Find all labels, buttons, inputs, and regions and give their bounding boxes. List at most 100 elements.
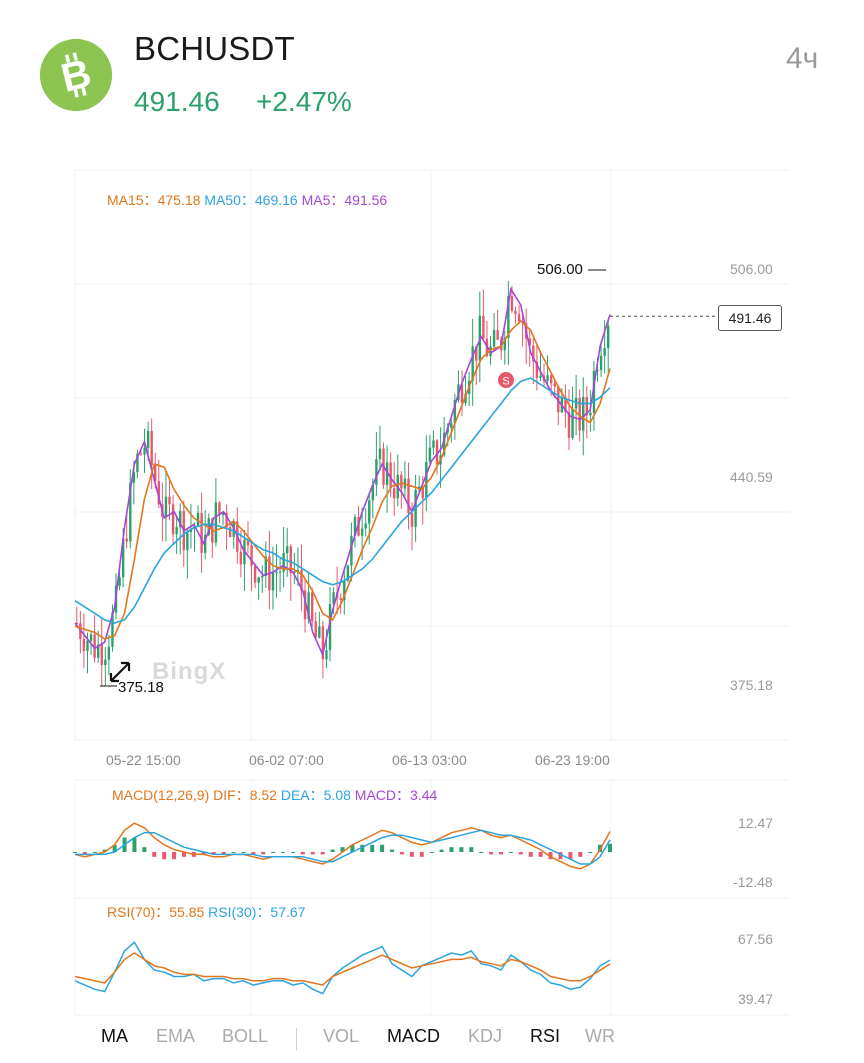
macd-bar-35 [419,851,424,857]
candle-body-59 [286,546,289,554]
macd-bar-26 [330,849,335,852]
candle-body-3 [86,640,89,651]
last-price-tag: 491.46 [718,305,782,331]
candle-body-22 [154,465,157,482]
rsi-axis-bottom: 39.47 [738,991,774,1007]
macd-bar-19 [261,851,266,855]
candle-body-76 [346,565,350,581]
macd-bar-2 [92,851,97,853]
rsi70-label: RSI(70)： [107,904,170,920]
macd-bar-17 [241,851,246,853]
tab-ema[interactable]: EMA [156,1026,196,1046]
candle-body-16 [132,472,136,483]
candle-body-82 [368,500,371,524]
ma50-label: MA50： [204,192,255,208]
macd-bar-4 [112,844,117,852]
candle-body-61 [293,571,296,574]
macd-bar-54 [608,843,612,852]
candle-body-105 [450,423,453,428]
candle-body-49 [250,545,253,566]
tab-rsi[interactable]: RSI [530,1026,561,1046]
candle-body-67 [314,621,317,638]
candle-body-8 [104,659,107,666]
macd-bar-45 [518,851,523,855]
candle-body-46 [239,551,243,565]
tab-divider [296,1028,297,1050]
candle-body-81 [364,523,367,529]
candle-body-9 [107,646,111,660]
candle-body-93 [407,478,410,514]
indicator-tabs: MA EMA BOLL VOL MACD KDJ RSI WR [0,1026,864,1056]
candle-body-43 [228,527,232,538]
tab-boll[interactable]: BOLL [222,1026,269,1046]
candle-body-91 [400,474,403,489]
sell-marker-label: S [502,376,509,388]
macd-bar-46 [528,851,533,857]
dea-value: 5.08 [323,787,351,803]
macd-bar-14 [211,851,216,855]
rsi-line-rsi70 [74,952,611,986]
candle-body-20 [146,430,150,449]
candle-body-39 [214,502,218,543]
macd-bar-33 [399,851,404,855]
fullscreen-icon[interactable] [108,660,132,684]
candle-body-40 [218,502,221,516]
candle-body-51 [257,577,260,583]
candle-body-138 [567,411,571,438]
candle-body-42 [225,513,228,528]
dif-value: 8.52 [249,787,277,803]
candle-body-99 [428,447,432,462]
price-axis-top: 506.00 [730,261,773,277]
time-tick-1: 06-02 07:00 [249,752,324,768]
candle-body-123 [514,310,517,315]
candle-body-10 [111,612,114,647]
candle-body-127 [528,338,531,346]
macd-bar-39 [459,847,464,852]
candle-body-23 [157,481,161,505]
macd-bar-1 [82,851,87,855]
candle-body-19 [143,448,146,455]
macd-legend: MACD(12,26,9) DIF：8.52 DEA：5.08 MACD：3.4… [112,785,437,805]
tab-vol[interactable]: VOL [323,1026,360,1046]
candle-body-122 [510,296,514,311]
candle-body-112 [475,346,478,361]
macd-bar-40 [469,847,474,852]
candle-body-63 [300,569,303,591]
macd-bar-8 [152,851,157,857]
candle-body-5 [93,634,96,658]
macd-bar-49 [558,851,563,860]
candle-body-106 [453,399,457,424]
candle-body-7 [100,644,103,666]
candle-body-149 [607,325,610,349]
time-tick-2: 06-13 03:00 [392,752,467,768]
candle-body-0 [75,622,78,624]
macd-bar-36 [429,851,434,853]
rsi-line-rsi30 [74,941,611,995]
ma-legend: MA15：475.18 MA50：469.16 MA5：491.56 [107,190,387,210]
candle-body-50 [253,565,257,583]
bitcoin-cash-icon: B [40,39,112,111]
bingx-watermark: BingX [152,658,227,685]
tab-macd[interactable]: MACD [387,1026,440,1046]
candle-body-2 [82,638,86,651]
candle-body-75 [343,580,346,601]
candle-body-34 [196,512,200,527]
candle-body-17 [136,453,139,473]
macd-bar-13 [201,851,206,855]
macd-bar-28 [350,844,355,852]
tab-wr[interactable]: WR [585,1026,615,1046]
sell-marker-circle [498,372,514,388]
price-axis-mid: 440.59 [730,469,773,485]
tab-ma[interactable]: MA [101,1026,128,1046]
macd-bar-31 [380,844,385,852]
tab-kdj[interactable]: KDJ [468,1026,503,1046]
interval-selector[interactable]: 4ч [786,42,819,75]
macd-bar-16 [231,851,236,853]
candle-body-31 [186,531,189,551]
rsi30-label: RSI(30)： [208,904,271,920]
macd-bar-27 [340,847,345,852]
macd-bar-42 [489,851,494,855]
high-marker: 506.00 [537,261,583,278]
candle-body-118 [496,330,499,340]
